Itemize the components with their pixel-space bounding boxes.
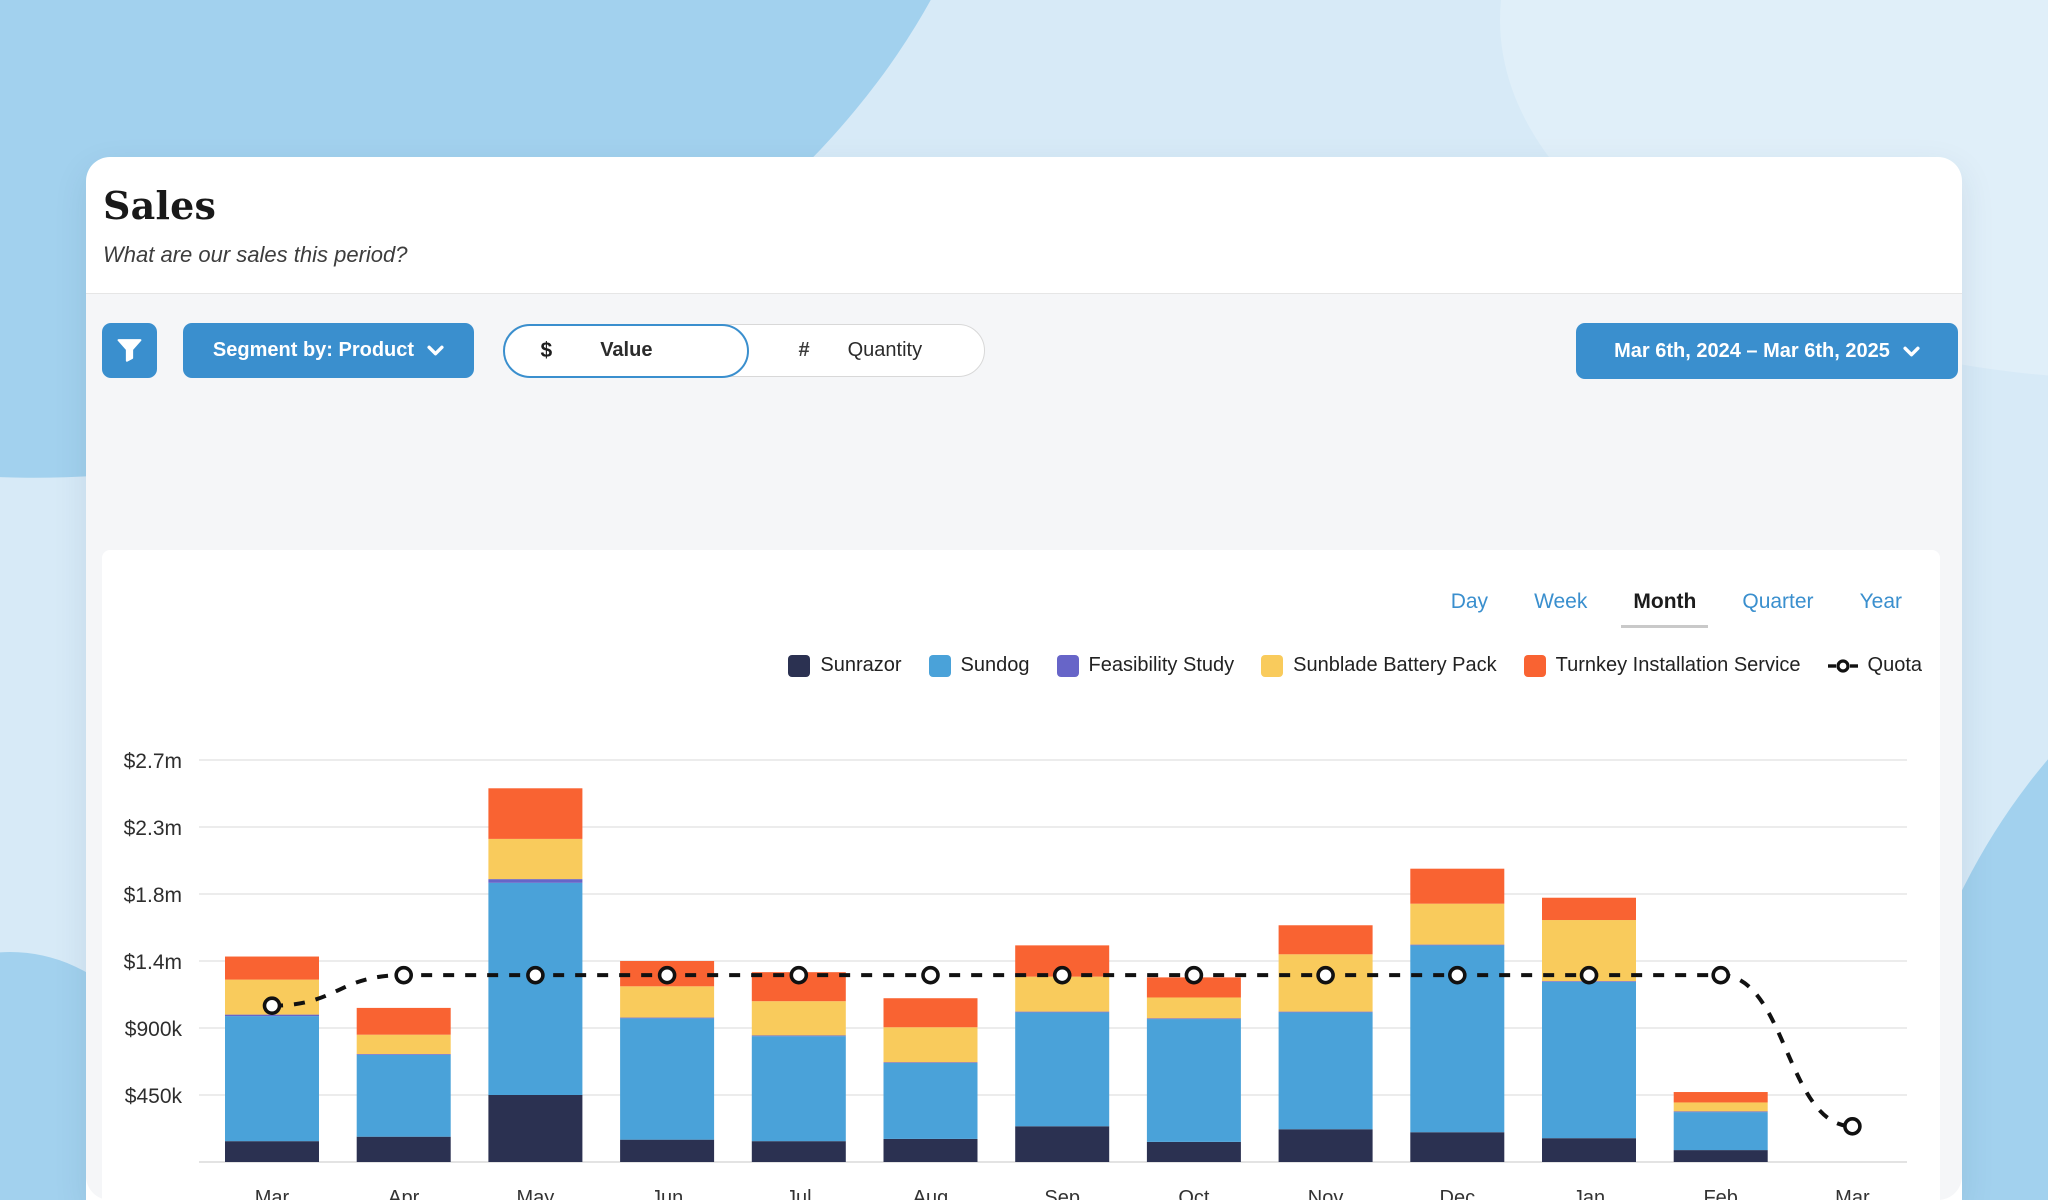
legend-swatch xyxy=(1056,654,1079,677)
svg-text:$900k: $900k xyxy=(125,1018,183,1041)
svg-text:Jan2025: Jan2025 xyxy=(1567,1187,1612,1200)
chevron-down-icon xyxy=(1903,346,1920,357)
tab-week[interactable]: Week xyxy=(1534,590,1588,613)
svg-text:Nov2024: Nov2024 xyxy=(1303,1187,1348,1200)
svg-text:Dec2024: Dec2024 xyxy=(1435,1187,1480,1200)
tab-month[interactable]: Month xyxy=(1621,590,1709,628)
date-range-label: Mar 6th, 2024 – Mar 6th, 2025 xyxy=(1614,339,1890,362)
legend-item: Sunrazor xyxy=(788,654,902,677)
svg-text:Mar2025: Mar2025 xyxy=(1830,1187,1875,1200)
svg-text:$2.7m: $2.7m xyxy=(124,750,182,773)
granularity-tabs: Day Week Month Quarter Year xyxy=(1450,590,1902,628)
tab-quarter[interactable]: Quarter xyxy=(1742,590,1814,613)
legend-swatch xyxy=(1261,654,1284,677)
legend-item: Feasibility Study xyxy=(1056,654,1234,677)
legend-item: Sunblade Battery Pack xyxy=(1261,654,1497,677)
svg-text:Oct2024: Oct2024 xyxy=(1172,1187,1217,1200)
sales-chart: $2.7m $2.3m $1.8m $1.4m $900k $450k Mar2024 Apr… xyxy=(124,750,1907,1200)
metric-option-value[interactable]: $ Value xyxy=(502,323,749,378)
quota-line-icon xyxy=(1827,658,1858,673)
svg-text:Sep2024: Sep2024 xyxy=(1040,1187,1085,1200)
dollar-icon: $ xyxy=(540,338,553,362)
card-body: Segment by: Product $ Value # Quantity Mar … xyxy=(86,294,1962,1200)
page-title: Sales xyxy=(103,183,217,228)
svg-text:Apr2024: Apr2024 xyxy=(381,1187,426,1200)
svg-text:Mar2024: Mar2024 xyxy=(250,1187,295,1200)
funnel-icon xyxy=(116,337,143,364)
hash-icon: # xyxy=(798,339,810,361)
page-subtitle: What are our sales this period? xyxy=(103,242,408,267)
svg-text:Aug2024: Aug2024 xyxy=(908,1187,953,1200)
svg-text:$1.8m: $1.8m xyxy=(124,884,182,907)
svg-text:$450k: $450k xyxy=(125,1085,183,1108)
chevron-down-icon xyxy=(427,345,444,356)
svg-text:Feb2025: Feb2025 xyxy=(1698,1187,1743,1200)
metric-option-quantity[interactable]: # Quantity xyxy=(798,339,923,361)
legend-swatch xyxy=(1523,654,1546,677)
svg-text:Jun2024: Jun2024 xyxy=(645,1187,690,1200)
filter-button[interactable] xyxy=(102,323,157,378)
card-header: Sales What are our sales this period? xyxy=(86,157,1962,293)
segment-by-label: Segment by: Product xyxy=(212,339,415,361)
tab-day[interactable]: Day xyxy=(1450,590,1489,613)
legend-swatch xyxy=(928,654,951,677)
legend-item-quota: Quota xyxy=(1827,654,1922,677)
date-range-button[interactable]: Mar 6th, 2024 – Mar 6th, 2025 xyxy=(1576,323,1958,379)
svg-text:$2.3m: $2.3m xyxy=(124,817,182,840)
chart-panel: Day Week Month Quarter Year Sunrazor Sundog Fe… xyxy=(102,550,1940,1200)
chart-legend: Sunrazor Sundog Feasibility Study Sunblade … xyxy=(788,654,1922,677)
legend-swatch xyxy=(788,654,811,677)
sales-card: Sales What are our sales this period? Se… xyxy=(86,157,1962,1200)
svg-text:May2024: May2024 xyxy=(513,1187,558,1200)
legend-item: Sundog xyxy=(928,654,1030,677)
svg-text:$1.4m: $1.4m xyxy=(124,951,182,974)
tab-year[interactable]: Year xyxy=(1859,590,1902,613)
svg-text:Jul2024: Jul2024 xyxy=(777,1187,822,1200)
metric-toggle: $ Value # Quantity xyxy=(502,323,985,378)
segment-by-dropdown[interactable]: Segment by: Product xyxy=(183,323,474,378)
legend-item: Turnkey Installation Service xyxy=(1523,654,1801,677)
header-divider xyxy=(86,293,1962,294)
